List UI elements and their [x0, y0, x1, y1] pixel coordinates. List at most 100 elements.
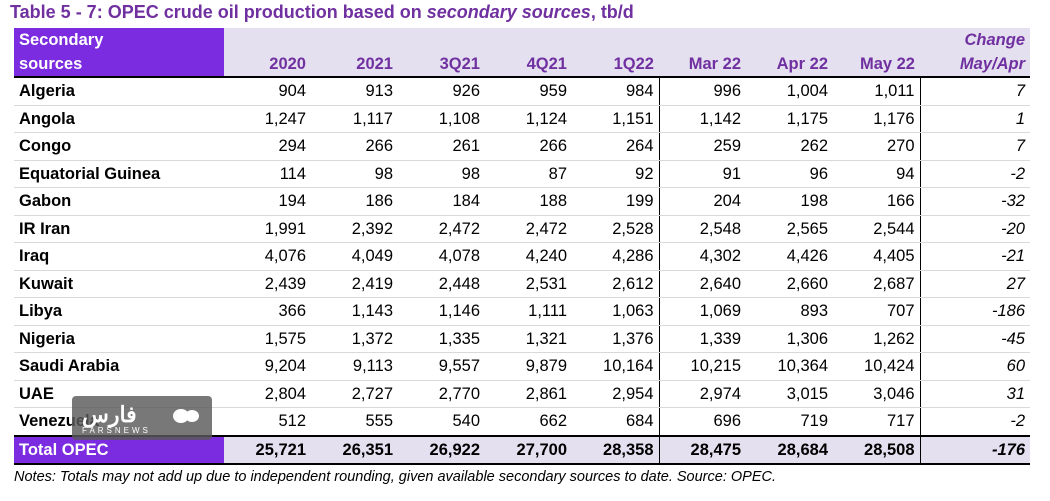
production-value: 92	[572, 160, 659, 188]
production-value: 4,049	[311, 242, 398, 271]
column-header: 4Q21	[485, 52, 572, 78]
production-value: 1,339	[658, 325, 746, 353]
column-header: May 22	[833, 52, 920, 78]
production-value: 2,392	[311, 215, 398, 243]
production-value: 1,151	[572, 105, 659, 133]
production-value: 366	[224, 297, 311, 326]
production-value: 2,804	[224, 380, 311, 408]
total-change: -176	[919, 434, 1030, 465]
production-value: 2,612	[572, 270, 659, 298]
table-row: Algeria 904 913 926 959 984 996 1,004 1,011 7	[14, 77, 1030, 106]
country-name: Nigeria	[14, 325, 224, 353]
change-value: -186	[919, 297, 1030, 326]
production-value: 1,991	[224, 215, 311, 243]
production-value: 2,974	[658, 380, 746, 408]
column-header: Apr 22	[746, 52, 833, 78]
column-header: 1Q22	[572, 52, 659, 78]
production-value: 3,046	[833, 380, 920, 408]
change-value: 27	[919, 270, 1030, 298]
production-value: 1,306	[746, 325, 833, 353]
production-value: 2,861	[485, 380, 572, 408]
production-value: 96	[746, 160, 833, 188]
change-value: -2	[919, 407, 1030, 436]
production-value: 266	[485, 132, 572, 161]
production-value: 10,424	[833, 352, 920, 381]
change-value: 7	[919, 132, 1030, 161]
production-value: 188	[485, 187, 572, 216]
production-value: 10,164	[572, 352, 659, 381]
total-value: 28,358	[572, 434, 659, 465]
total-row: Total OPEC 25,721 26,351 26,922 27,700 28,358…	[14, 434, 1030, 465]
table-title: Table 5 - 7: OPEC crude oil production b…	[10, 2, 634, 22]
header-row-1: Secondary Change	[14, 28, 1030, 52]
production-value: 719	[746, 407, 833, 436]
production-value: 1,011	[833, 77, 920, 106]
table-row: IR Iran 1,991 2,392 2,472 2,472 2,528 2,548 2,5…	[14, 215, 1030, 243]
country-name: Algeria	[14, 77, 224, 106]
production-value: 114	[224, 160, 311, 188]
production-value: 893	[746, 297, 833, 326]
column-header: Mar 22	[659, 52, 746, 78]
total-value: 26,351	[311, 434, 398, 465]
production-value: 913	[311, 77, 398, 106]
production-value: 2,439	[224, 270, 311, 298]
production-value: 4,076	[224, 242, 311, 271]
table-row: Saudi Arabia 9,204 9,113 9,557 9,879 10,164 10…	[14, 352, 1030, 381]
table-row: Libya 366 1,143 1,146 1,111 1,063 1,069 893 707-…	[14, 297, 1030, 326]
change-value: -32	[919, 187, 1030, 216]
total-label: Total OPEC	[14, 434, 224, 465]
production-value: 204	[658, 187, 746, 216]
column-header: 3Q21	[398, 52, 485, 78]
production-value: 266	[311, 132, 398, 161]
production-value: 555	[311, 407, 398, 436]
total-value: 28,508	[833, 434, 920, 465]
total-value: 25,721	[224, 434, 311, 465]
production-value: 1,262	[833, 325, 920, 353]
table-row: Nigeria 1,575 1,372 1,335 1,321 1,376 1,339 1,3…	[14, 325, 1030, 353]
column-header: 2020	[224, 52, 311, 78]
table-row: Kuwait 2,439 2,419 2,448 2,531 2,612 2,640 2,66…	[14, 270, 1030, 298]
production-value: 261	[398, 132, 485, 161]
change-value: -2	[919, 160, 1030, 188]
production-value: 264	[572, 132, 659, 161]
production-value: 904	[224, 77, 311, 106]
country-name: Saudi Arabia	[14, 352, 224, 381]
production-value: 10,215	[658, 352, 746, 381]
watermark-subtitle: FARSNEWS	[82, 426, 151, 435]
production-value: 684	[572, 407, 659, 436]
production-value: 4,078	[398, 242, 485, 271]
country-name: Congo	[14, 132, 224, 161]
production-value: 959	[485, 77, 572, 106]
production-value: 1,376	[572, 325, 659, 353]
total-value: 28,684	[746, 434, 833, 465]
production-value: 4,302	[658, 242, 746, 271]
production-value: 10,364	[746, 352, 833, 381]
change-value: -21	[919, 242, 1030, 271]
production-value: 2,565	[746, 215, 833, 243]
production-value: 2,548	[658, 215, 746, 243]
production-value: 1,111	[485, 297, 572, 326]
change-value: 60	[919, 352, 1030, 381]
table-row: Angola 1,247 1,117 1,108 1,124 1,151 1,142 1,17…	[14, 105, 1030, 133]
production-value: 199	[572, 187, 659, 216]
production-value: 4,286	[572, 242, 659, 271]
country-name: Kuwait	[14, 270, 224, 298]
production-value: 2,687	[833, 270, 920, 298]
corner-header-line1: Secondary	[14, 28, 224, 52]
production-value: 2,472	[398, 215, 485, 243]
production-value: 1,143	[311, 297, 398, 326]
production-value: 2,544	[833, 215, 920, 243]
production-value: 540	[398, 407, 485, 436]
production-value: 2,448	[398, 270, 485, 298]
country-name: Equatorial Guinea	[14, 160, 224, 188]
country-name: Libya	[14, 297, 224, 326]
country-name: Iraq	[14, 242, 224, 271]
production-value: 87	[485, 160, 572, 188]
production-value: 1,321	[485, 325, 572, 353]
production-value: 294	[224, 132, 311, 161]
production-value: 1,176	[833, 105, 920, 133]
production-value: 2,528	[572, 215, 659, 243]
production-value: 2,531	[485, 270, 572, 298]
table-row: Congo 294 266 261 266 264 259 262 270 7	[14, 132, 1030, 161]
change-value: 1	[919, 105, 1030, 133]
